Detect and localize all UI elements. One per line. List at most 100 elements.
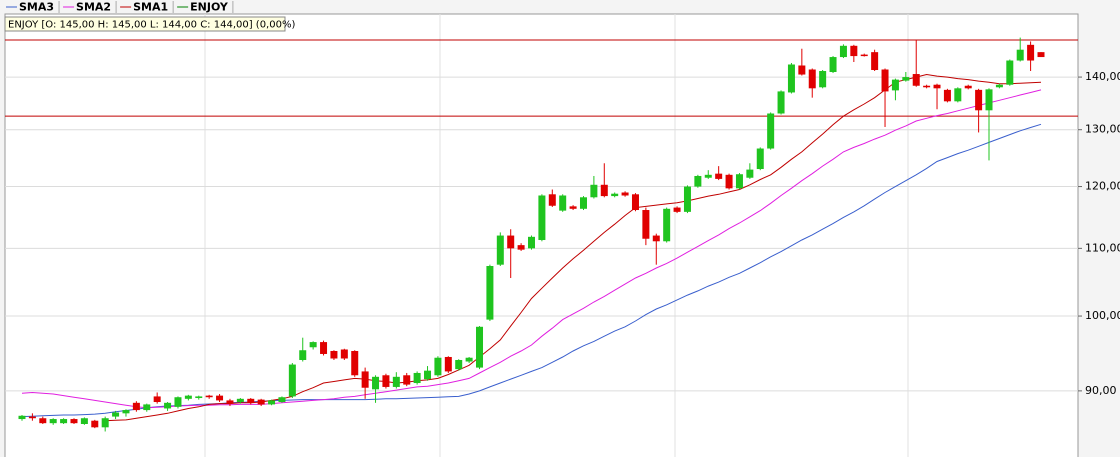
candle-body [1037,52,1045,58]
candle-body [91,420,99,428]
legend-label: SMA1 [133,1,168,14]
legend-item: ENJOY [177,1,234,14]
candle-body [663,208,671,242]
candle-body [28,416,36,419]
candle-body [330,350,338,359]
y-tick-label: 90,00 [1085,384,1117,397]
candle-body [933,84,941,89]
candle-body [579,197,587,209]
candles [18,37,1045,432]
y-tick-label: 110,00 [1085,241,1120,254]
candle-body [673,207,681,212]
candle-body [486,266,494,320]
candle-body [351,350,359,376]
candle-body [465,357,473,362]
candle-body [694,175,702,187]
candle-body [528,236,535,249]
candle-body [912,74,920,86]
candle-body [1016,49,1024,61]
candle-body [652,235,660,242]
candle-body [808,69,816,89]
candle-body [184,395,192,399]
candle-body [735,174,743,189]
candle-body [60,419,68,424]
candle-body [704,174,712,178]
candle-body [943,89,951,102]
candle-body [320,342,328,354]
candle-body [403,375,411,385]
candle-body [590,184,598,198]
candle-body [631,194,639,211]
candle-body [683,186,691,212]
candle-body [70,419,78,424]
y-tick-label: 100,00 [1085,309,1120,322]
candle-body [278,397,286,403]
legend-item: SMA2 [63,1,117,14]
info-box [4,16,286,32]
y-tick-label: 130,00 [1085,123,1120,136]
candle-body [538,195,546,241]
candle-body [112,412,120,417]
candle-body [122,410,130,414]
candle-body [434,357,442,376]
candle-body [767,113,775,149]
candle-body [600,184,608,197]
legend-label: SMA2 [76,1,111,14]
candle-body [195,396,203,399]
y-tick-label: 120,00 [1085,180,1120,193]
candle-body [413,372,421,384]
candle-body [725,174,733,189]
candle-body [236,398,244,403]
candle-body [829,57,837,73]
info-text: ENJOY [O: 145,00 H: 145,00 L: 144,00 C: … [8,20,295,31]
legend-item: SMA1 [120,1,174,14]
candle-body [205,395,213,398]
candle-body [49,419,57,424]
candle-body [985,89,993,111]
candle-body [132,402,140,411]
candle-body [101,418,109,428]
candle-body [777,91,785,114]
candle-body [1027,44,1035,61]
candle-body [299,350,307,360]
candle-body [18,415,26,420]
candle-body [548,194,556,206]
candle-body [39,418,47,424]
candle-body [787,64,795,93]
candle-body [80,418,88,424]
candle-body [715,173,723,179]
candle-body [881,69,889,92]
sma-line [21,89,1042,409]
candle-body [143,404,151,411]
candle-body [455,359,463,370]
sma-line [21,123,1042,418]
candle-body [392,376,400,387]
candle-body [153,396,161,403]
legend-label: ENJOY [190,1,229,14]
candle-body [569,206,577,209]
candle-body [174,397,182,407]
candle-body [559,195,567,211]
candle-body [216,395,224,401]
candle-body [361,371,369,388]
candle-body [995,84,1003,88]
candle-body [902,77,910,81]
candle-body [891,79,899,91]
candle-body [621,192,629,196]
candle-body [954,88,962,102]
candle-body [850,45,858,57]
candle-body [309,342,317,348]
y-tick-label: 140,00 [1085,70,1120,83]
candle-body [756,148,764,170]
candle-body [507,235,515,249]
legend-item: SMA3 [6,1,60,14]
candle-body [611,193,619,197]
candle-body [923,85,931,88]
candle-body [871,52,879,71]
candle-body [382,375,390,387]
candle-body [964,85,972,89]
candle-body [444,356,452,372]
candle-body [247,398,255,403]
candle-body [517,245,525,250]
candle-body [860,54,868,57]
